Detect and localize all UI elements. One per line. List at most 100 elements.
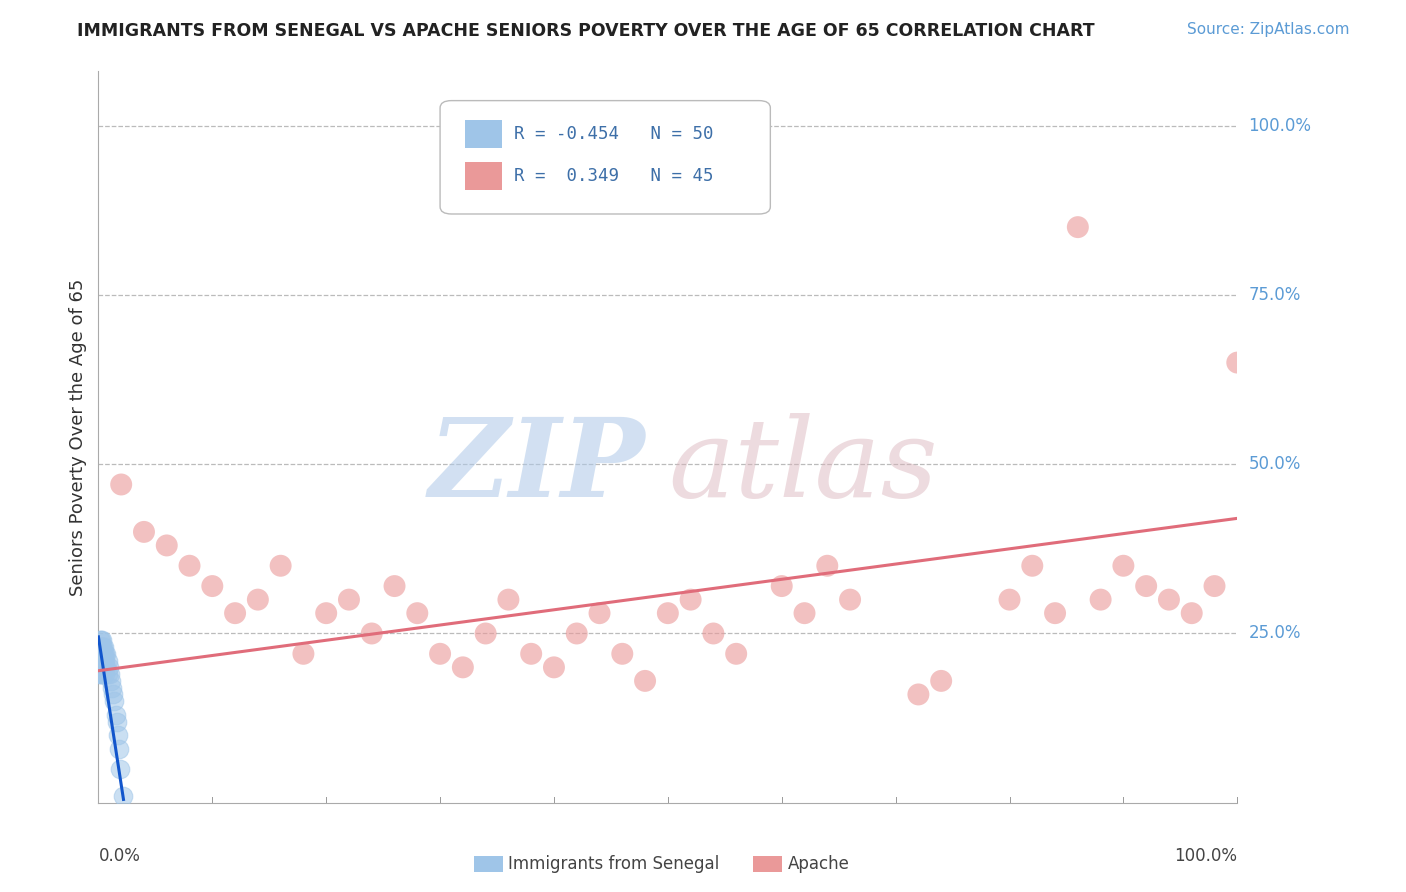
Point [90, 647, 112, 661]
Point [94, 647, 117, 661]
Text: IMMIGRANTS FROM SENEGAL VS APACHE SENIORS POVERTY OVER THE AGE OF 65 CORRELATION: IMMIGRANTS FROM SENEGAL VS APACHE SENIOR… [77, 22, 1095, 40]
Point [520, 647, 543, 661]
Point [246, 592, 269, 607]
Point [90, 633, 112, 648]
Point [90, 660, 112, 674]
Point [474, 626, 496, 640]
Point [770, 579, 793, 593]
Point [103, 694, 125, 708]
Point [90, 660, 112, 674]
Point [315, 606, 337, 620]
Point [1135, 579, 1157, 593]
Point [90, 667, 112, 681]
Point [105, 714, 128, 729]
Point [91, 667, 114, 681]
Point [94, 660, 117, 674]
Point [1067, 220, 1090, 235]
Point [1157, 592, 1180, 607]
Point [96, 667, 118, 681]
Point [702, 626, 724, 640]
Point [90, 640, 112, 654]
Text: 100.0%: 100.0% [1249, 117, 1312, 135]
Point [815, 558, 838, 573]
Point [96, 660, 118, 674]
Point [89, 654, 111, 668]
Point [725, 647, 748, 661]
Text: Source: ZipAtlas.com: Source: ZipAtlas.com [1187, 22, 1350, 37]
Point [103, 688, 125, 702]
Text: Apache: Apache [787, 855, 849, 873]
Point [179, 558, 201, 573]
Point [89, 647, 111, 661]
Point [132, 524, 155, 539]
Point [612, 647, 634, 661]
Point [100, 673, 122, 688]
Point [1181, 606, 1204, 620]
Point [98, 667, 121, 681]
Point [1226, 355, 1249, 369]
Point [93, 640, 115, 654]
Point [429, 647, 451, 661]
Point [1204, 579, 1226, 593]
Text: 100.0%: 100.0% [1174, 847, 1237, 864]
Point [337, 592, 360, 607]
Point [543, 660, 565, 674]
Bar [465, 120, 502, 148]
Bar [754, 856, 782, 872]
Text: 25.0%: 25.0% [1249, 624, 1301, 642]
Text: 75.0%: 75.0% [1249, 285, 1301, 304]
Point [90, 633, 112, 648]
Point [292, 647, 315, 661]
Point [93, 654, 115, 668]
Point [90, 647, 112, 661]
Point [657, 606, 679, 620]
Point [96, 647, 118, 661]
Point [451, 660, 474, 674]
Point [108, 762, 131, 776]
Point [93, 647, 115, 661]
Point [89, 633, 111, 648]
Point [498, 592, 520, 607]
Point [90, 660, 112, 674]
Point [588, 606, 610, 620]
Point [201, 579, 224, 593]
Point [104, 707, 127, 722]
Text: ZIP: ZIP [429, 413, 645, 520]
Point [91, 660, 114, 674]
Point [90, 647, 112, 661]
Point [89, 660, 111, 674]
Point [1090, 592, 1112, 607]
Point [107, 728, 129, 742]
Point [90, 667, 112, 681]
Point [93, 660, 115, 674]
Point [1021, 558, 1043, 573]
Point [110, 477, 132, 491]
Point [97, 660, 120, 674]
Point [1043, 606, 1066, 620]
Point [90, 654, 112, 668]
Bar [465, 162, 502, 190]
Bar [474, 856, 503, 872]
Point [406, 606, 429, 620]
Point [679, 592, 702, 607]
Point [90, 640, 112, 654]
Text: atlas: atlas [668, 413, 938, 520]
Point [91, 647, 114, 661]
Point [96, 654, 118, 668]
FancyBboxPatch shape [440, 101, 770, 214]
Point [112, 789, 135, 803]
Point [89, 667, 111, 681]
Text: R =  0.349   N = 45: R = 0.349 N = 45 [515, 167, 714, 185]
Point [565, 626, 588, 640]
Point [634, 673, 657, 688]
Point [101, 681, 124, 695]
Point [270, 558, 292, 573]
Point [1112, 558, 1135, 573]
Y-axis label: Seniors Poverty Over the Age of 65: Seniors Poverty Over the Age of 65 [69, 278, 87, 596]
Text: R = -0.454   N = 50: R = -0.454 N = 50 [515, 125, 714, 144]
Point [90, 640, 112, 654]
Point [384, 579, 406, 593]
Point [224, 606, 246, 620]
Point [90, 647, 112, 661]
Point [91, 640, 114, 654]
